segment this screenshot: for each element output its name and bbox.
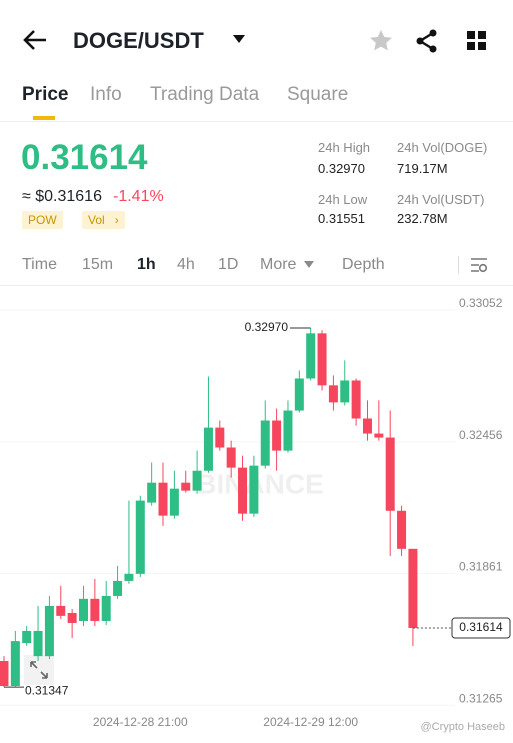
candle-body (67, 612, 77, 623)
timeframe[interactable]: More (260, 256, 297, 273)
candle-body (101, 595, 111, 621)
share-icon[interactable] (415, 29, 439, 53)
tab[interactable]: Square (287, 84, 349, 105)
candle-body (56, 605, 66, 616)
y-tick-label: 0.31861 (459, 560, 503, 574)
stat-label: 24h Vol(USDT) (397, 192, 485, 207)
pair-title[interactable]: DOGE/USDT (73, 28, 204, 53)
candle-body (124, 573, 134, 581)
candle-body (374, 433, 384, 438)
stat-value: 0.32970 (318, 161, 365, 176)
candle-body (306, 333, 316, 379)
timeframe[interactable]: Depth (342, 256, 385, 273)
divider (0, 121, 513, 122)
candle-body (226, 447, 236, 468)
candle-body (385, 437, 395, 511)
candle-body (78, 598, 88, 621)
more-caret (304, 261, 314, 268)
candle-body (158, 482, 168, 516)
expand-icon (30, 661, 48, 679)
candle-body (249, 465, 259, 514)
candle-body (397, 510, 407, 549)
candle-body (317, 333, 327, 386)
candle-body (238, 467, 248, 514)
candle-body (408, 548, 418, 629)
candle-body (147, 482, 157, 503)
tag-text: Vol (88, 213, 105, 227)
candle-body (260, 420, 270, 466)
credit: @Crypto Haseeb (420, 721, 505, 733)
candle-body (351, 380, 361, 419)
expand-button[interactable] (24, 655, 54, 685)
stat-label: 24h Low (318, 192, 368, 207)
y-tick-label: 0.31265 (459, 691, 503, 705)
candle-body (340, 380, 350, 403)
candle-body (294, 378, 304, 411)
approx-price: ≈ $0.31616 (22, 188, 102, 205)
x-tick-label: 2024-12-29 12:00 (263, 715, 358, 729)
pair-caret[interactable] (232, 34, 246, 44)
candle-body (22, 630, 32, 644)
stat-value: 0.31551 (318, 211, 365, 226)
candle-body (135, 500, 145, 574)
last-price: 0.31614 (21, 138, 148, 177)
candle-body (272, 420, 282, 451)
x-tick-label: 2024-12-28 21:00 (93, 715, 188, 729)
candle-body (192, 470, 202, 491)
candle-body (113, 580, 123, 596)
candle-body (33, 630, 43, 657)
tab-indicator (33, 116, 55, 120)
last-price-label: 0.31614 (459, 620, 503, 634)
candle-body (44, 605, 54, 657)
candle-body (0, 661, 9, 687)
candle-body (283, 410, 293, 451)
watermark: BINANCE (196, 468, 324, 499)
candle-body (90, 598, 100, 621)
menu-icon[interactable] (467, 31, 487, 51)
candle-body (328, 385, 338, 403)
last-price-box (451, 617, 511, 639)
timeframe[interactable]: 4h (177, 256, 195, 273)
back-button[interactable] (22, 28, 48, 52)
tag[interactable]: POW (22, 211, 63, 229)
candle-body (181, 482, 191, 491)
candlestick-chart: BINANCE 0.33052 0.32456 0.31861 0.31265 2024-… (0, 296, 511, 733)
stat-value: 232.78M (397, 211, 448, 226)
candle-body (10, 641, 20, 687)
stat-value: 719.17M (397, 161, 448, 176)
timeframe[interactable]: 1D (218, 256, 239, 273)
separator (458, 256, 459, 274)
timeframe[interactable]: 15m (82, 256, 114, 273)
stat-label: 24h High (318, 140, 371, 155)
timeframe[interactable]: Time (22, 256, 57, 273)
stat-label: 24h Vol(DOGE) (397, 140, 488, 155)
tag[interactable]: Vol › (82, 211, 125, 229)
y-tick-label: 0.33052 (459, 296, 503, 310)
high-marker-label: 0.32970 (245, 320, 289, 334)
candle-body (215, 427, 225, 448)
low-marker-label: 0.31347 (25, 683, 69, 697)
candle-body (362, 418, 372, 434)
divider (0, 285, 513, 286)
candle-body (203, 427, 213, 471)
timeframe[interactable]: 1h (137, 256, 156, 273)
favorite-icon[interactable] (369, 29, 393, 53)
candle-body (169, 488, 179, 516)
tab[interactable]: Info (90, 84, 122, 105)
tab[interactable]: Price (22, 84, 69, 105)
tag-arrow: › (114, 213, 119, 227)
settings-icon[interactable] (470, 257, 488, 273)
price-change: -1.41% (113, 188, 164, 205)
tab[interactable]: Trading Data (150, 84, 260, 105)
y-tick-label: 0.32456 (459, 428, 503, 442)
